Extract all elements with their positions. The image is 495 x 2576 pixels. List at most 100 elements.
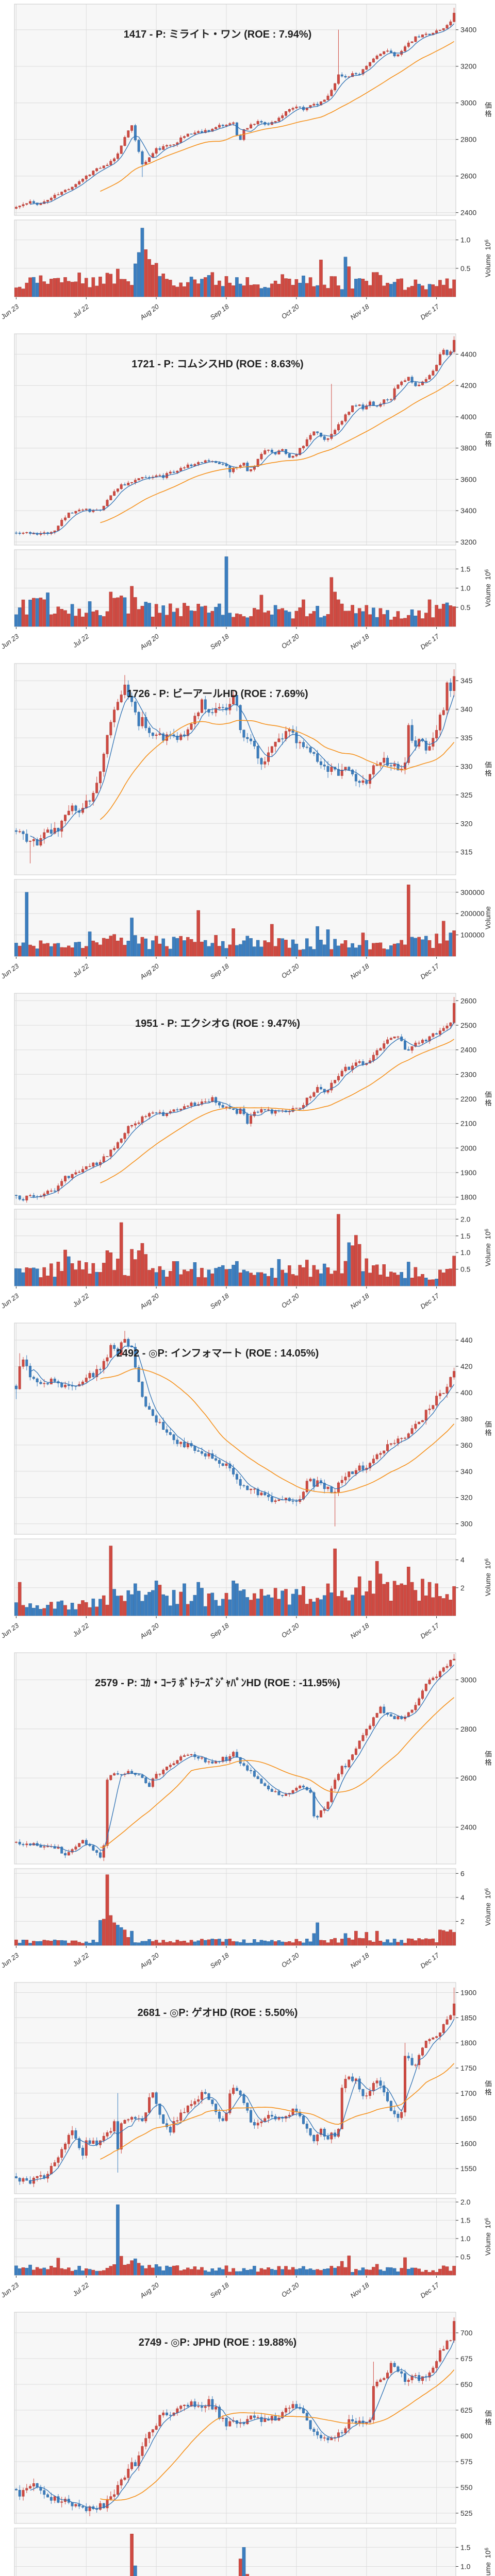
svg-text:Aug 20: Aug 20 [138, 302, 161, 321]
volume-axis-title: Volume 106 [484, 2548, 492, 2576]
svg-text:2.0: 2.0 [460, 1215, 471, 1223]
svg-text:400: 400 [460, 1388, 473, 1397]
svg-text:Aug 20: Aug 20 [138, 1621, 161, 1640]
svg-text:Sep 18: Sep 18 [209, 2281, 231, 2300]
svg-text:2800: 2800 [460, 135, 476, 144]
svg-text:Oct 20: Oct 20 [280, 1621, 301, 1639]
stock-chart-svg-1726: 315 320 325 330 335 340 345 100000 200000 300000 J… [0, 663, 492, 981]
svg-text:格: 格 [485, 1759, 492, 1767]
chart-title: 1417 - P: ミライト・ワン (ROE : 7.94%) [124, 29, 312, 40]
svg-text:0.5: 0.5 [460, 264, 471, 273]
svg-text:価: 価 [485, 2410, 492, 2418]
ma-fast-line [30, 2340, 455, 2509]
svg-text:6: 6 [460, 1869, 465, 1877]
ma-slow-line [100, 720, 455, 820]
svg-text:2600: 2600 [460, 1774, 476, 1782]
svg-text:1750: 1750 [460, 2064, 476, 2072]
svg-text:Jun 23: Jun 23 [0, 1951, 21, 1970]
svg-text:Dec 17: Dec 17 [419, 1621, 441, 1640]
volume-bars [130, 2534, 250, 2576]
svg-text:100000: 100000 [460, 931, 485, 939]
svg-text:価: 価 [485, 102, 492, 110]
svg-text:Aug 20: Aug 20 [138, 632, 161, 651]
svg-text:Oct 20: Oct 20 [280, 962, 301, 980]
svg-text:340: 340 [460, 1467, 473, 1476]
svg-text:Volume: Volume [484, 906, 492, 929]
svg-text:200000: 200000 [460, 909, 485, 918]
svg-text:Dec 17: Dec 17 [419, 2281, 441, 2300]
svg-text:Dec 17: Dec 17 [419, 632, 441, 651]
svg-text:2300: 2300 [460, 1070, 476, 1078]
svg-text:1.5: 1.5 [460, 565, 471, 573]
svg-text:0.5: 0.5 [460, 603, 471, 612]
volume-bars [14, 1546, 456, 1616]
date-axis: Jun 23 Jul 22 Aug 20 Sep 18 Oct 20 Nov 18 Dec … [0, 1616, 441, 1640]
price-axis-title: 価格 [485, 1421, 492, 1437]
svg-text:価: 価 [485, 1421, 492, 1429]
svg-text:575: 575 [460, 2458, 473, 2466]
plot-borders [14, 1652, 456, 1946]
svg-text:2600: 2600 [460, 996, 476, 1005]
svg-text:360: 360 [460, 1441, 473, 1449]
volume-bars [14, 2204, 456, 2276]
price-axis: 525 550 575 600 625 650 675 700 [456, 2329, 473, 2517]
svg-text:1850: 1850 [460, 2013, 476, 2022]
ma-slow-line [100, 2063, 455, 2160]
volume-axis-title: Volume [484, 906, 492, 929]
price-axis: 315 320 325 330 335 340 345 [456, 676, 473, 856]
svg-text:1.0: 1.0 [460, 2563, 471, 2571]
svg-text:3000: 3000 [460, 99, 476, 107]
svg-text:300000: 300000 [460, 888, 485, 896]
stock-chart-2492: 300 320 340 360 380 400 420 440 2 4 Jun 23 Jul 22 Au… [0, 1319, 495, 1649]
svg-text:Nov 18: Nov 18 [349, 2281, 371, 2300]
stock-chart-1721: 3200 3400 3600 3800 4000 4200 4400 0.5 1.0 1.5 Jun… [0, 330, 495, 659]
price-axis-title: 価格 [485, 1751, 492, 1767]
svg-text:Volume 106: Volume 106 [484, 2548, 492, 2576]
volume-axis-title: Volume 106 [484, 1888, 492, 1926]
plot-background [14, 1323, 456, 1616]
date-axis: Jun 23 Jul 22 Aug 20 Sep 18 Oct 20 Nov 18 Dec … [0, 2276, 441, 2300]
svg-text:1800: 1800 [460, 2039, 476, 2047]
volume-axis: 100000 200000 300000 [456, 888, 485, 939]
stock-chart-1726: 315 320 325 330 335 340 345 100000 200000 300000 J… [0, 659, 495, 989]
svg-text:2: 2 [460, 1584, 465, 1592]
svg-text:3400: 3400 [460, 506, 476, 515]
svg-text:0.5: 0.5 [460, 2253, 471, 2261]
volume-bars [14, 1214, 456, 1286]
svg-text:格: 格 [485, 770, 492, 777]
svg-text:4000: 4000 [460, 413, 476, 421]
svg-text:675: 675 [460, 2354, 473, 2363]
stock-chart-2681: 1550 1600 1650 1700 1750 1800 1850 1900 0.5 1.0 1.… [0, 1978, 495, 2308]
svg-text:4400: 4400 [460, 350, 476, 359]
svg-text:315: 315 [460, 848, 473, 856]
svg-text:1800: 1800 [460, 1193, 476, 1201]
stock-chart-svg-1721: 3200 3400 3600 3800 4000 4200 4400 0.5 1.0 1.5 Jun… [0, 333, 492, 651]
svg-text:4: 4 [460, 1556, 465, 1564]
gridlines [14, 1982, 456, 2275]
gridlines [14, 993, 456, 1286]
svg-text:320: 320 [460, 1494, 473, 1502]
chart-title: 1726 - P: ビーアールHD (ROE : 7.69%) [127, 688, 308, 700]
chart-title: 1951 - P: エクシオG (ROE : 9.47%) [135, 1018, 300, 1029]
date-axis: Jun 23 Jul 22 Aug 20 Sep 18 Oct 20 Nov 18 Dec … [0, 957, 441, 981]
price-axis-title: 価格 [485, 1091, 492, 1107]
price-axis-title: 価格 [485, 2410, 492, 2426]
svg-text:Jun 23: Jun 23 [0, 2281, 21, 2299]
svg-text:Volume 106: Volume 106 [484, 1558, 492, 1597]
svg-text:Nov 18: Nov 18 [349, 1292, 371, 1311]
svg-text:Nov 18: Nov 18 [349, 632, 371, 651]
volume-axis: 24 [456, 1556, 465, 1592]
candlesticks [14, 1654, 456, 1861]
ma-slow-line [100, 380, 455, 523]
volume-bars [14, 885, 456, 957]
svg-text:Nov 18: Nov 18 [349, 1951, 371, 1970]
date-axis: Jun 23 Jul 22 Aug 20 Sep 18 Oct 20 Nov 18 Dec … [0, 1946, 441, 1970]
ma-fast-line [30, 1665, 455, 1852]
svg-text:1650: 1650 [460, 2114, 476, 2123]
price-axis: 2400 2600 2800 3000 3200 3400 [456, 26, 476, 217]
svg-text:1.5: 1.5 [460, 2216, 471, 2225]
gridlines [14, 664, 456, 956]
svg-text:Sep 18: Sep 18 [209, 962, 231, 981]
